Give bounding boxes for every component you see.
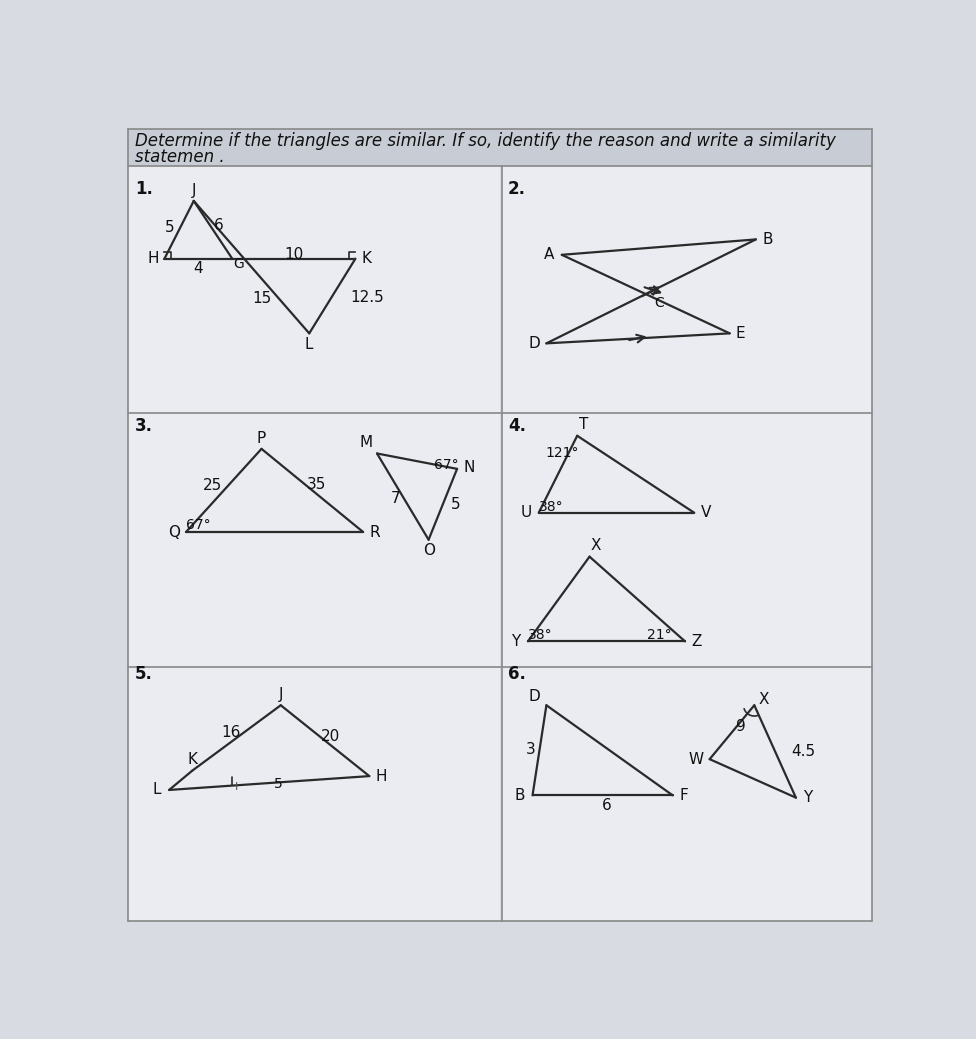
Text: M: M <box>360 435 373 450</box>
Text: D: D <box>529 689 541 703</box>
Text: 9: 9 <box>736 719 746 735</box>
Text: F: F <box>679 788 688 803</box>
Text: 67°: 67° <box>186 518 211 532</box>
Text: 25: 25 <box>203 478 223 494</box>
Bar <box>502 667 873 921</box>
Text: 38°: 38° <box>539 501 563 514</box>
Text: V: V <box>701 505 711 521</box>
Text: 2.: 2. <box>508 181 526 198</box>
Text: 67°: 67° <box>434 458 459 472</box>
Text: C: C <box>654 295 664 310</box>
Text: G: G <box>233 257 244 271</box>
Text: 38°: 38° <box>528 629 552 642</box>
Text: 16: 16 <box>221 725 240 740</box>
Text: W: W <box>688 751 704 767</box>
Text: Q: Q <box>168 525 180 539</box>
Bar <box>502 166 873 412</box>
Text: I: I <box>234 782 238 792</box>
Text: E: E <box>736 326 746 341</box>
Text: statemen .: statemen . <box>136 148 224 166</box>
Text: X: X <box>590 538 601 554</box>
Text: 5: 5 <box>451 497 461 512</box>
Text: U: U <box>521 505 532 521</box>
Text: A: A <box>545 247 554 262</box>
Text: Determine if the triangles are similar. If so, identify the reason and write a s: Determine if the triangles are similar. … <box>136 132 836 150</box>
Text: J: J <box>278 687 283 702</box>
Text: 121°: 121° <box>545 447 579 460</box>
Text: 15: 15 <box>252 291 271 307</box>
Text: B: B <box>762 232 773 247</box>
Text: 4.5: 4.5 <box>792 744 816 758</box>
Text: D: D <box>529 336 541 351</box>
Text: J: J <box>191 183 196 197</box>
Text: 5.: 5. <box>136 665 153 684</box>
Text: H: H <box>148 251 159 266</box>
Text: K: K <box>361 251 371 266</box>
Text: 21°: 21° <box>646 629 671 642</box>
Text: R: R <box>369 525 380 539</box>
Bar <box>128 129 873 166</box>
Text: 5: 5 <box>274 777 283 791</box>
Text: 10: 10 <box>284 247 304 262</box>
Text: H: H <box>376 769 387 783</box>
Text: Z: Z <box>691 634 702 648</box>
Bar <box>128 412 501 667</box>
Text: K: K <box>187 752 197 768</box>
Bar <box>128 667 501 921</box>
Text: Y: Y <box>803 791 812 805</box>
Text: O: O <box>424 543 435 558</box>
Bar <box>128 166 501 412</box>
Text: 3: 3 <box>526 742 536 756</box>
Text: L: L <box>152 782 161 798</box>
Text: 6: 6 <box>214 218 224 233</box>
Text: 4: 4 <box>193 261 203 276</box>
Text: 5: 5 <box>165 220 175 236</box>
Text: 7: 7 <box>390 490 400 506</box>
Text: 20: 20 <box>321 728 341 744</box>
Text: 3.: 3. <box>136 417 153 434</box>
Text: 35: 35 <box>307 477 327 491</box>
Text: N: N <box>464 460 475 475</box>
Text: 6: 6 <box>601 798 611 812</box>
Text: B: B <box>515 788 525 803</box>
Text: 1.: 1. <box>136 181 153 198</box>
Text: P: P <box>257 430 266 446</box>
Text: L: L <box>305 337 313 351</box>
Text: 6.: 6. <box>508 665 526 684</box>
Text: 12.5: 12.5 <box>350 290 384 304</box>
Bar <box>502 412 873 667</box>
Text: 4.: 4. <box>508 417 526 434</box>
Text: T: T <box>579 418 589 432</box>
Text: X: X <box>758 692 769 708</box>
Text: Y: Y <box>511 634 520 648</box>
